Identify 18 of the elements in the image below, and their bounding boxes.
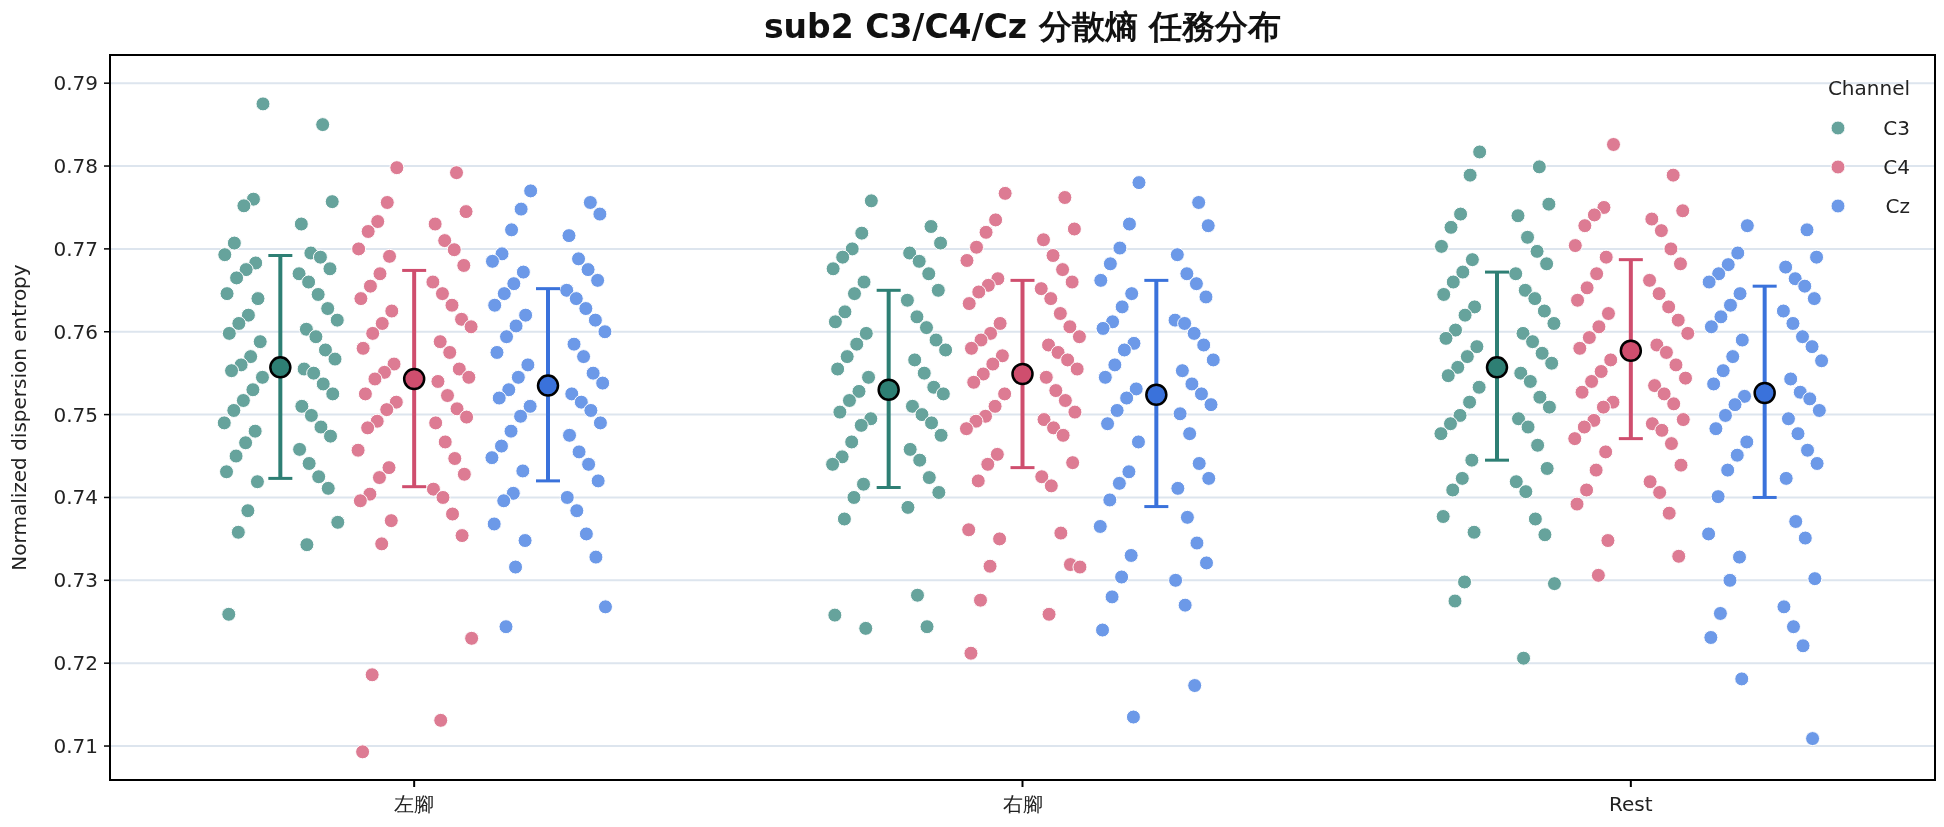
y-tick-label: 0.75 xyxy=(53,402,98,427)
y-axis-title: Normalized dispersion entropy xyxy=(7,264,31,571)
chart-title: sub2 C3/C4/Cz 分散熵 任務分布 xyxy=(763,7,1282,46)
x-tick-label: 左腳 xyxy=(394,792,435,816)
legend-label: C3 xyxy=(1883,116,1910,140)
legend-label: Cz xyxy=(1885,194,1910,218)
legend-label: C4 xyxy=(1883,155,1910,179)
y-tick-label: 0.72 xyxy=(53,651,98,676)
y-tick-label: 0.78 xyxy=(53,154,98,179)
x-tick-label: 右腳 xyxy=(1002,792,1043,816)
y-tick-label: 0.71 xyxy=(53,734,98,759)
legend-title: Channel xyxy=(1827,76,1910,100)
y-tick-label: 0.79 xyxy=(53,71,98,96)
y-tick-label: 0.76 xyxy=(53,319,98,344)
x-tick-label: Rest xyxy=(1609,792,1653,816)
y-tick-label: 0.73 xyxy=(53,568,98,593)
y-tick-label: 0.74 xyxy=(53,485,98,510)
y-tick-label: 0.77 xyxy=(53,236,98,261)
